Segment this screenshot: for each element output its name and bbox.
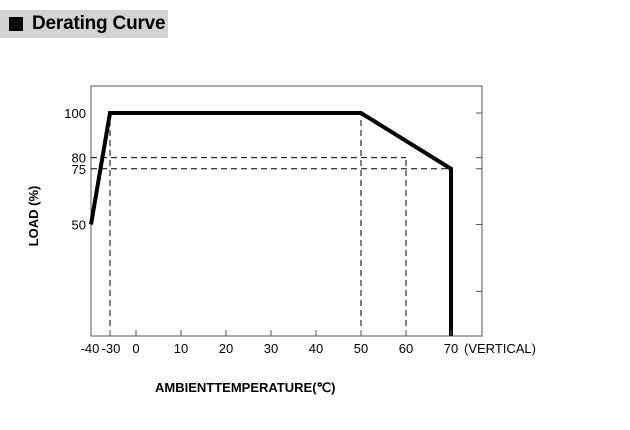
x-axis-title: AMBIENTTEMPERATURE(℃): [155, 380, 335, 395]
x-tick-label: 20: [219, 341, 233, 356]
plot-frame: [90, 85, 483, 337]
y-tick-label: 100: [64, 106, 86, 121]
x-axis-suffix: (VERTICAL): [464, 341, 536, 356]
derating-curve-line: [89, 111, 453, 336]
section-title: Derating Curve: [32, 13, 166, 34]
square-bullet-icon: [9, 17, 23, 31]
x-tick-label: -30: [102, 341, 121, 356]
x-tick-label: 0: [132, 341, 139, 356]
y-axis-title: LOAD (%): [26, 186, 41, 247]
x-tick-label: 70: [444, 341, 458, 356]
section-header: Derating Curve: [0, 10, 168, 38]
y-tick-label: 75: [72, 162, 86, 177]
x-tick-label: 60: [399, 341, 413, 356]
y-tick-label: 80: [72, 151, 86, 166]
x-axis-ticks: -40 -30 0 10 20 30 40 50 60 70: [81, 330, 458, 356]
x-tick-label: 50: [354, 341, 368, 356]
y-tick-label: 50: [72, 218, 86, 233]
series-group: [89, 111, 453, 336]
x-tick-label: 30: [264, 341, 278, 356]
x-tick-label: -40: [81, 341, 100, 356]
x-tick-label: 10: [174, 341, 188, 356]
x-tick-label: 40: [309, 341, 323, 356]
reference-lines: [91, 113, 451, 336]
